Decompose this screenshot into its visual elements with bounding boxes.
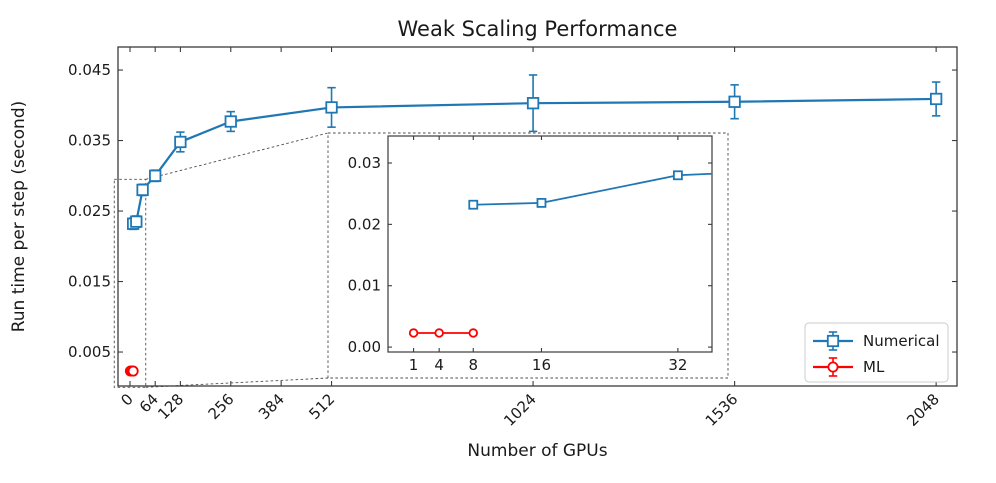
legend-label-ml: ML (863, 358, 885, 376)
series-numerical-marker (130, 215, 143, 228)
main-axes-frame (117, 46, 958, 387)
inset-y-tick-label: 0.01 (348, 277, 381, 295)
legend-marker-numerical (826, 334, 840, 348)
y-axis-tick-label: 0.035 (68, 132, 111, 150)
legend-entry: Numerical (813, 331, 940, 351)
y-axis-tick-label: 0.025 (68, 202, 111, 220)
zoom-connector-top (145, 132, 329, 180)
series-ml-marker (127, 365, 139, 377)
series-numerical-marker (224, 115, 237, 128)
inset-series-numerical-marker (672, 170, 683, 181)
inset-outline-rect (327, 132, 729, 379)
legend-label-numerical: Numerical (863, 332, 940, 350)
series-ml (124, 365, 139, 377)
series-numerical-marker (136, 183, 149, 197)
inset-series-ml-marker (468, 328, 478, 338)
series-numerical-line (132, 97, 937, 225)
inset-series-numerical-marker (536, 197, 547, 208)
series-numerical-marker (174, 135, 187, 149)
inset-x-tick-label: 16 (532, 356, 551, 374)
inset-series-ml-marker (408, 328, 419, 338)
series-numerical-marker (149, 169, 162, 182)
inset-x-tick-label: 8 (468, 356, 478, 374)
inset-series-ml-marker (434, 328, 444, 338)
legend-marker-ml (827, 361, 839, 373)
inset-axes-frame (387, 135, 713, 353)
y-axis-label: Run time per step (second) (9, 101, 29, 333)
inset-series-numerical-marker (468, 199, 479, 210)
inset-series-ml (408, 328, 478, 338)
inset-x-tick-label: 1 (409, 356, 419, 374)
inset-series-numerical (468, 170, 712, 210)
series-numerical-marker (728, 95, 741, 108)
inset-y-tick-label: 0.03 (348, 154, 381, 172)
y-axis-tick-label: 0.015 (68, 273, 111, 291)
inset-y-tick-label: 0.00 (348, 338, 381, 356)
inset-series-numerical-line (473, 172, 712, 206)
y-axis-tick-label: 0.005 (68, 343, 111, 361)
series-numerical-marker (526, 97, 540, 110)
inset-axes-background (388, 136, 712, 352)
inset-x-tick-label: 4 (434, 356, 444, 374)
series-numerical-marker (929, 92, 943, 106)
inset-x-tick-label: 32 (668, 356, 687, 374)
series-numerical-marker (325, 101, 338, 114)
x-axis-label: Number of GPUs (467, 441, 607, 461)
series-numerical (127, 74, 943, 231)
zoom-region-rect (113, 178, 147, 388)
chart-title: Weak Scaling Performance (398, 17, 678, 41)
y-axis-tick-label: 0.045 (68, 61, 111, 79)
legend-entry: ML (813, 357, 885, 377)
inset-y-tick-label: 0.02 (348, 215, 381, 233)
